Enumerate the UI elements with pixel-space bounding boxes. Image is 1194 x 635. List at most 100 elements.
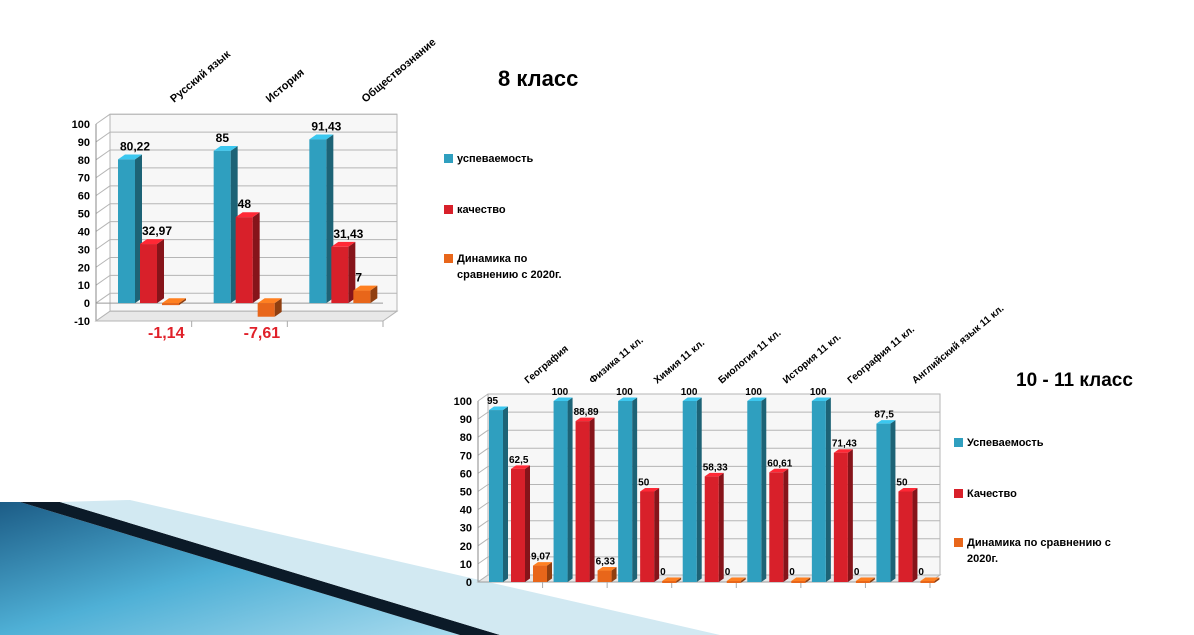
c2-data-label-5-0: 100 <box>810 387 827 398</box>
c2-bar-5-1 <box>833 449 853 582</box>
c1-bar-front-1-1 <box>235 217 253 304</box>
c2-bar-6-1 <box>898 488 918 582</box>
c2-bar-side-4-2 <box>805 577 811 583</box>
c1-ytick-2: 80 <box>78 155 90 167</box>
legend-label-dinamika-2-line2: 2020г. <box>967 553 999 565</box>
c2-bar-top-6-2 <box>920 577 940 581</box>
c2-grid-side-2 <box>477 429 489 438</box>
c1-bar-1-2 <box>257 298 282 317</box>
c1-bar-front-2-0 <box>309 139 327 304</box>
c2-data-label-0-0: 95 <box>487 396 499 407</box>
c2-category-label-4: История 11 кл. <box>781 331 843 386</box>
c2-data-label-6-1: 50 <box>896 478 908 489</box>
c2-bar-0-2 <box>533 562 552 582</box>
legend-8-klass: успеваемость качество Динамика по сравне… <box>444 152 644 292</box>
c1-ytick-3: 70 <box>78 173 90 185</box>
c2-bar-0-1 <box>511 465 530 582</box>
c2-bar-front-4-1 <box>769 472 784 582</box>
c2-bar-4-0 <box>747 397 767 582</box>
legend-swatch-dinamika-2 <box>954 538 963 547</box>
c2-ytick-7: 30 <box>460 523 472 535</box>
c2-bar-front-2-2 <box>662 581 677 583</box>
c1-bar-top-0-1 <box>140 239 164 245</box>
c2-bar-front-4-0 <box>747 401 762 582</box>
c2-grid-side-1 <box>477 411 489 420</box>
c1-ytick-1: 90 <box>78 137 90 149</box>
c2-grid-side-6 <box>477 502 489 511</box>
c1-grid-side-1 <box>95 131 111 143</box>
c1-data-label-2-2: 7 <box>355 271 362 285</box>
c2-bar-side-6-1 <box>912 488 918 582</box>
c2-bar-top-2-1 <box>640 488 660 492</box>
c1-bar-side-2-1 <box>348 241 356 304</box>
c1-grid-side-8 <box>95 257 111 268</box>
c1-data-label-2-1: 31,43 <box>333 227 363 241</box>
c2-bar-top-5-0 <box>811 397 831 401</box>
c2-ytick-1: 90 <box>460 414 472 426</box>
c1-bar-top-1-1 <box>235 212 260 218</box>
c2-bar-top-5-1 <box>833 449 853 453</box>
c2-data-label-5-2: 0 <box>854 567 860 578</box>
c2-grid-side-3 <box>477 447 489 456</box>
c1-bar-side-0-2 <box>179 298 186 306</box>
c1-bar-2-0 <box>309 134 334 304</box>
c2-bar-side-0-2 <box>547 562 552 582</box>
c2-category-label-5: География 11 кл. <box>845 323 917 386</box>
c1-bar-0-1 <box>140 239 164 304</box>
c2-bar-top-3-0 <box>682 397 702 401</box>
c1-grid-side-10 <box>95 292 111 304</box>
c2-bar-top-4-2 <box>791 577 811 581</box>
c1-data-label-0-1: 32,97 <box>142 224 172 238</box>
legend-label-kachestvo: качество <box>457 204 506 216</box>
c1-bar-front-0-2 <box>162 303 179 306</box>
c2-bar-front-3-1 <box>704 476 719 582</box>
c2-ytick-10: 0 <box>466 577 472 589</box>
c2-grid-side-9 <box>477 556 489 565</box>
c2-bar-front-3-2 <box>726 581 741 583</box>
c1-bar-front-1-0 <box>213 150 231 304</box>
c2-data-label-1-2: 6,33 <box>596 557 616 568</box>
c2-bar-top-4-1 <box>769 468 789 473</box>
c2-bar-top-1-2 <box>597 567 617 571</box>
c2-bar-top-0-0 <box>489 406 508 411</box>
c2-category-label-2: Химия 11 кл. <box>652 338 707 387</box>
c2-bar-4-2 <box>791 577 811 583</box>
c1-data-label-2-0: 91,43 <box>311 119 341 133</box>
c2-bar-5-2 <box>855 577 875 583</box>
c2-bar-front-1-0 <box>553 401 568 582</box>
c1-bar-front-1-2 <box>257 303 275 317</box>
c2-bar-front-5-2 <box>855 581 870 583</box>
c1-bar-top-2-0 <box>309 134 334 140</box>
c1-grid-side-9 <box>95 274 111 286</box>
c2-ytick-6: 40 <box>460 505 472 517</box>
c2-bar-side-6-0 <box>890 420 896 582</box>
c2-ytick-3: 70 <box>460 450 472 462</box>
c1-bar-top-0-0 <box>118 154 142 160</box>
c1-grid-side-5 <box>95 203 111 214</box>
c2-data-label-3-0: 100 <box>681 387 698 398</box>
c2-bar-front-5-1 <box>833 452 848 582</box>
c1-bar-front-0-1 <box>140 244 157 304</box>
c2-ytick-4: 60 <box>460 468 472 480</box>
legend-label-uspevaemost: успеваемость <box>457 153 534 165</box>
c1-ytick-7: 30 <box>78 244 90 256</box>
c1-ytick-8: 20 <box>78 262 90 274</box>
c2-bar-front-0-0 <box>489 410 503 582</box>
c2-ytick-8: 20 <box>460 541 472 553</box>
c2-bar-side-2-1 <box>654 488 660 582</box>
c2-data-label-4-1: 60,61 <box>767 458 792 469</box>
c2-bar-side-1-2 <box>611 567 617 582</box>
c1-data-label-0-0: 80,22 <box>120 139 150 153</box>
c2-bar-front-1-2 <box>597 570 612 582</box>
c2-bar-front-3-0 <box>682 401 697 582</box>
c2-bar-side-5-1 <box>847 449 853 582</box>
c2-category-label-6: Английский язык 11 кл. <box>910 303 1006 386</box>
c1-ytick-6: 40 <box>78 226 90 238</box>
c2-ytick-5: 50 <box>460 487 472 499</box>
legend-swatch-dinamika <box>444 254 453 263</box>
c1-bar-front-2-2 <box>353 290 371 304</box>
c2-bar-top-2-0 <box>618 397 638 401</box>
c2-data-label-0-1: 62,5 <box>509 455 529 466</box>
legend-label-dinamika-line1: Динамика по <box>457 253 528 265</box>
